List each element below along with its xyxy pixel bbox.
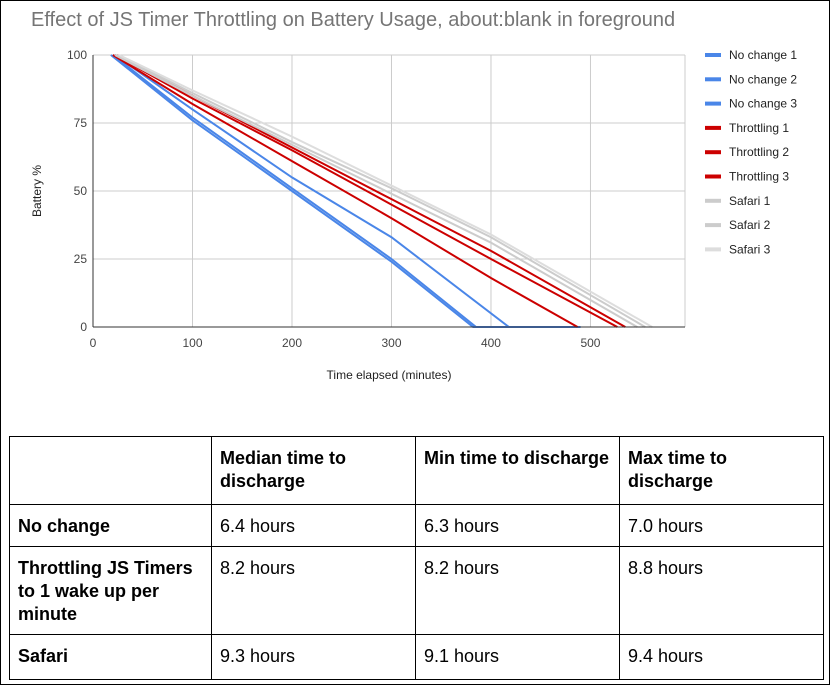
table-row: Throttling JS Timers to 1 wake up per mi… [9, 546, 824, 635]
x-tick-label: 400 [481, 336, 501, 350]
line-chart: 0 100 200 300 400 500 0 25 50 75 100 Time elapsed (… [30, 48, 797, 382]
discharge-table: Median time to discharge Min time to dis… [9, 436, 824, 680]
legend-label: No change 2 [729, 72, 797, 86]
x-tick-label: 0 [90, 336, 97, 350]
x-tick-label: 300 [381, 336, 401, 350]
y-tick-label: 25 [74, 252, 88, 266]
table-row: Safari 9.3 hours 9.1 hours 9.4 hours [9, 634, 824, 680]
x-tick-label: 500 [580, 336, 600, 350]
series-line [116, 54, 646, 328]
legend-label: No change 3 [729, 97, 797, 111]
y-tick-label: 75 [74, 116, 88, 130]
table-cell: 9.1 hours [415, 634, 620, 680]
legend-label: Throttling 1 [729, 121, 789, 135]
row-label: Throttling JS Timers to 1 wake up per mi… [9, 546, 212, 635]
chart-title: Effect of JS Timer Throttling on Battery… [31, 9, 676, 31]
x-tick-label: 100 [182, 336, 202, 350]
legend-label: No change 1 [729, 48, 797, 62]
table-cell: 8.2 hours [211, 546, 416, 635]
legend-label: Throttling 2 [729, 145, 789, 159]
y-tick-label: 100 [67, 48, 87, 62]
x-axis-label: Time elapsed (minutes) [327, 368, 452, 382]
row-label: No change [9, 504, 212, 547]
series-line [112, 54, 579, 328]
series-line [114, 54, 618, 328]
legend-label: Safari 3 [729, 242, 771, 256]
table-cell: 9.4 hours [619, 634, 824, 680]
header-cell: Min time to discharge [415, 436, 620, 505]
header-cell: Median time to discharge [211, 436, 416, 505]
header-cell [9, 436, 212, 505]
table-cell: 6.4 hours [211, 504, 416, 547]
y-tick-label: 0 [80, 320, 87, 334]
y-axis-label: Battery % [30, 165, 44, 217]
x-tick-label: 200 [282, 336, 302, 350]
table-row: No change 6.4 hours 6.3 hours 7.0 hours [9, 504, 824, 547]
table-cell: 8.8 hours [619, 546, 824, 635]
table-cell: 7.0 hours [619, 504, 824, 547]
table-cell: 6.3 hours [415, 504, 620, 547]
y-tick-label: 50 [74, 184, 88, 198]
legend-label: Throttling 3 [729, 170, 789, 184]
header-cell: Max time to discharge [619, 436, 824, 505]
row-label: Safari [9, 634, 212, 680]
series-line [114, 54, 638, 328]
table-header-row: Median time to discharge Min time to dis… [9, 436, 824, 505]
legend-label: Safari 2 [729, 218, 771, 232]
series-line [118, 54, 653, 328]
table-cell: 9.3 hours [211, 634, 416, 680]
legend-label: Safari 1 [729, 194, 771, 208]
table-cell: 8.2 hours [415, 546, 620, 635]
